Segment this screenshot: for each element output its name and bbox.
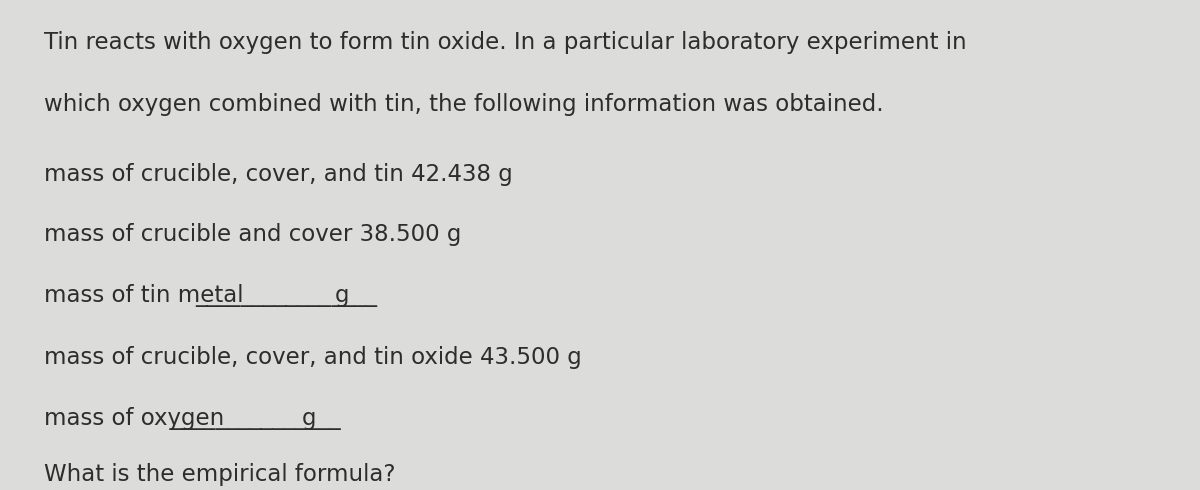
Text: mass of crucible, cover, and tin 42.438 g: mass of crucible, cover, and tin 42.438 … — [44, 163, 512, 186]
Text: ________________: ________________ — [196, 284, 377, 307]
Text: which oxygen combined with tin, the following information was obtained.: which oxygen combined with tin, the foll… — [44, 94, 884, 117]
Text: g: g — [301, 407, 316, 430]
Text: mass of oxygen: mass of oxygen — [44, 407, 232, 430]
Text: Tin reacts with oxygen to form tin oxide. In a particular laboratory experiment : Tin reacts with oxygen to form tin oxide… — [44, 31, 967, 54]
Text: mass of crucible and cover 38.500 g: mass of crucible and cover 38.500 g — [44, 223, 462, 246]
Text: mass of tin metal: mass of tin metal — [44, 284, 251, 307]
Text: What is the empirical formula?: What is the empirical formula? — [44, 463, 396, 486]
Text: _______________: _______________ — [170, 407, 341, 430]
Text: g: g — [335, 284, 349, 307]
Text: mass of crucible, cover, and tin oxide 43.500 g: mass of crucible, cover, and tin oxide 4… — [44, 346, 582, 369]
